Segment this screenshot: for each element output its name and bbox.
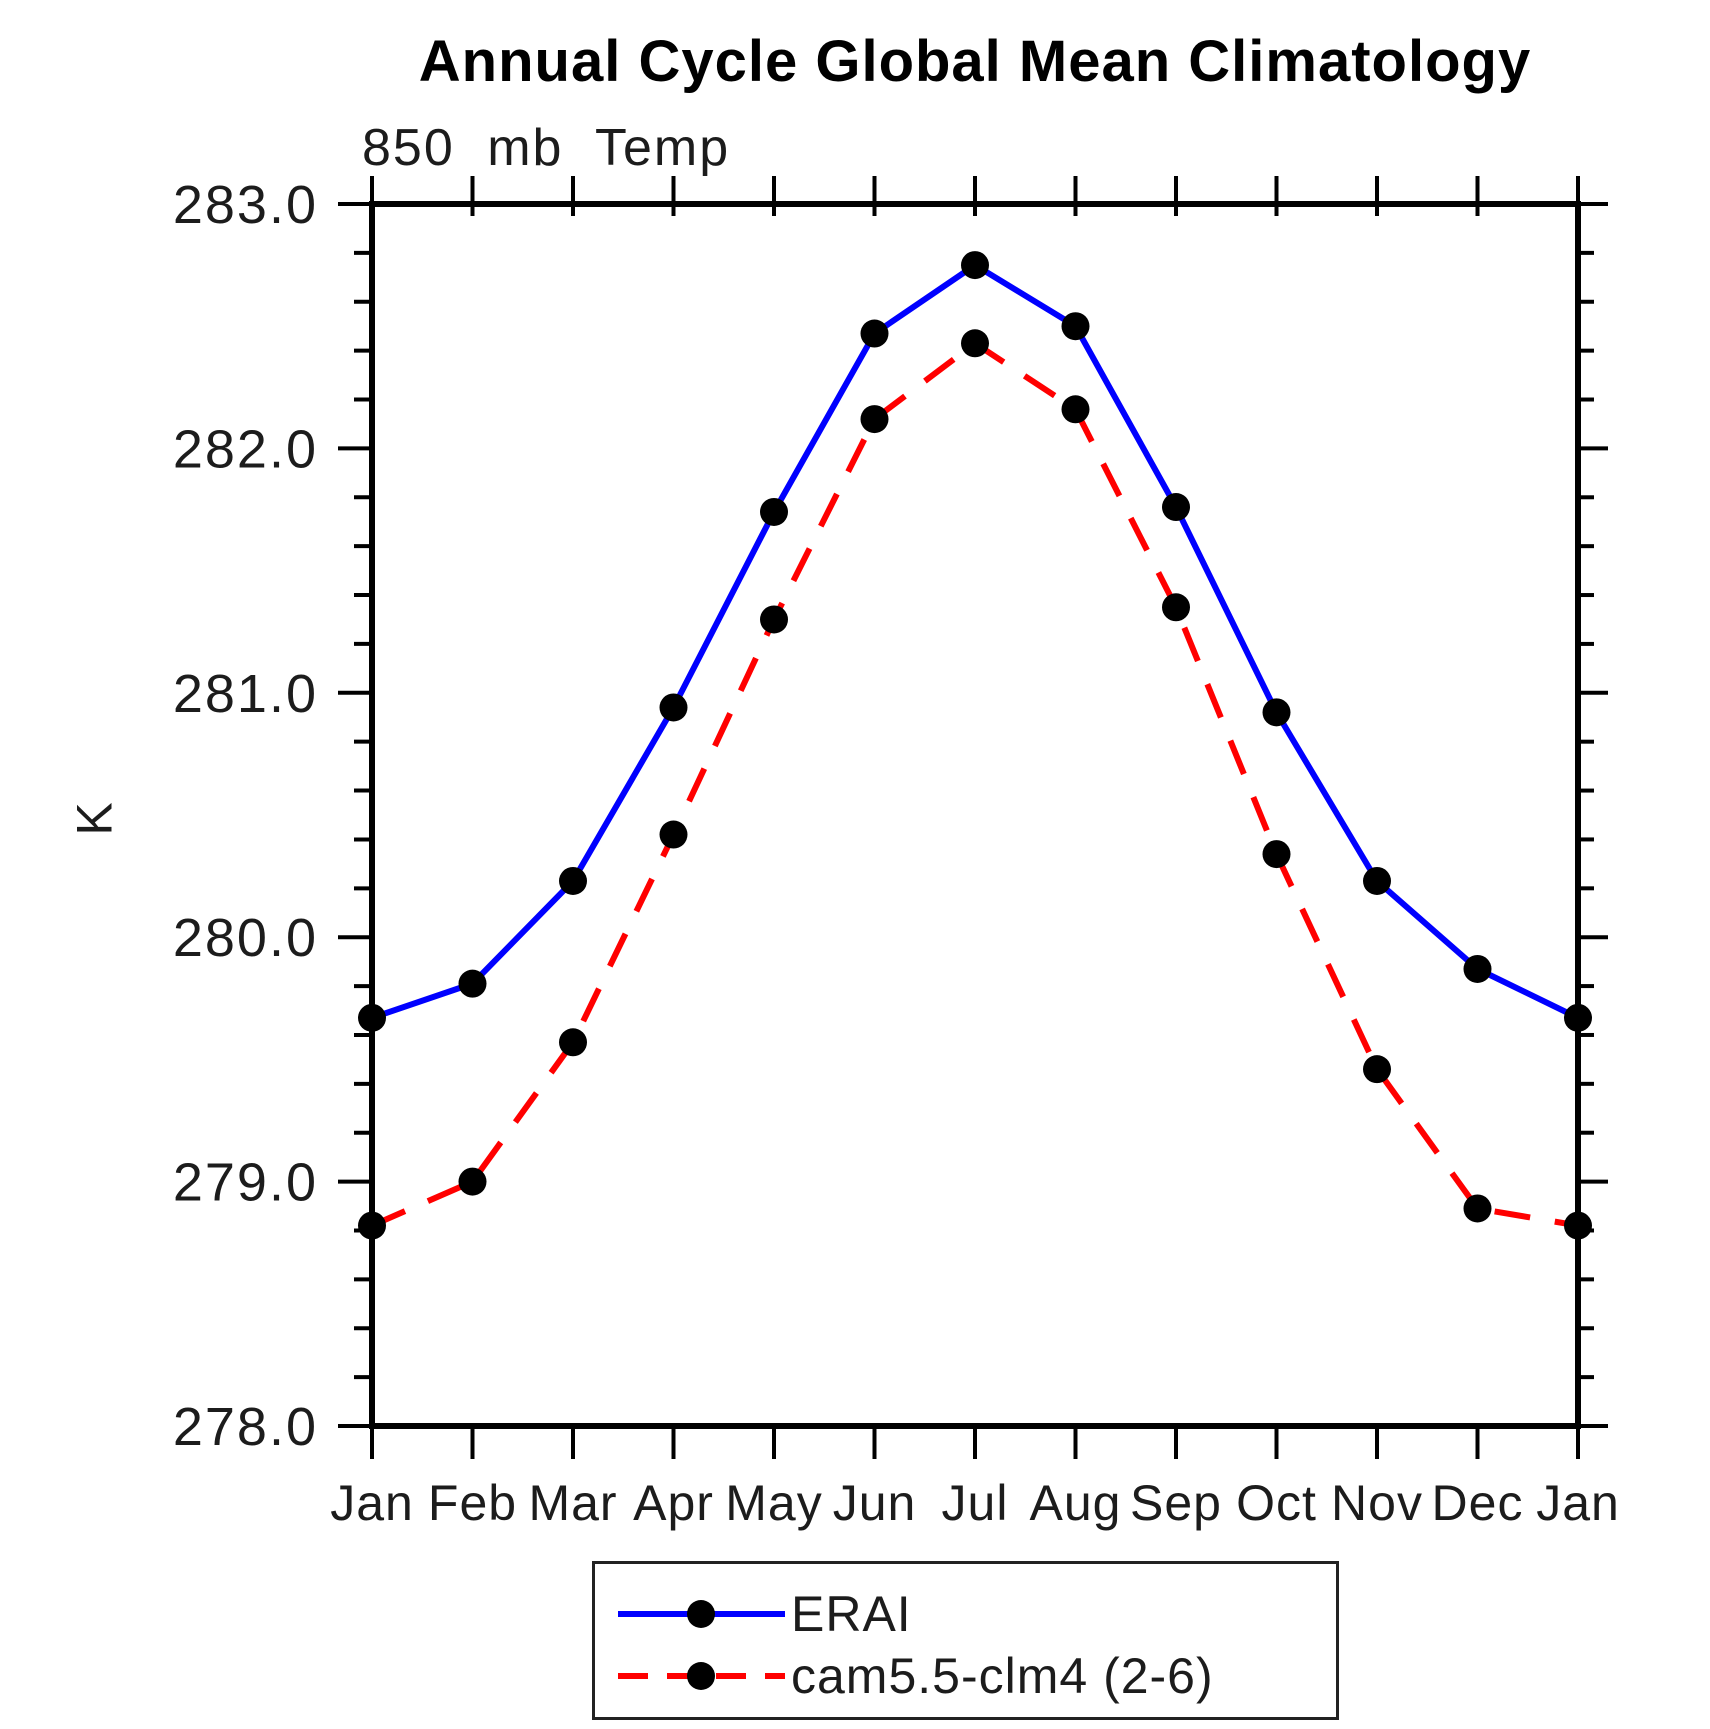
series-line-cam55	[370, 339, 1579, 1229]
data-point-marker-cam55	[358, 1211, 386, 1240]
legend-swatch-dashed-line	[618, 1662, 785, 1690]
data-point-marker-erai	[1262, 698, 1291, 727]
x-axis-month-label: Feb	[428, 1475, 517, 1531]
legend-label-erai: ERAI	[791, 1586, 912, 1642]
data-point-marker-erai	[1463, 954, 1492, 983]
x-axis-month-label: Oct	[1236, 1475, 1317, 1531]
data-point-marker-erai	[458, 969, 487, 998]
legend-entry-erai: ERAI	[595, 1586, 1336, 1642]
x-axis-month-label: Aug	[1030, 1475, 1122, 1531]
x-axis-month-label: Jun	[833, 1475, 917, 1531]
data-point-marker-cam55	[1363, 1055, 1391, 1084]
chart-subtitle: 850 mb Temp	[362, 119, 731, 177]
data-point-marker-erai	[1061, 312, 1090, 341]
data-point-marker-erai	[1363, 866, 1391, 895]
data-point-marker-cam55	[860, 405, 889, 434]
data-point-marker-erai	[860, 319, 889, 348]
data-point-marker-erai	[1564, 1003, 1592, 1032]
data-point-marker-cam55	[458, 1167, 487, 1196]
data-point-marker-erai	[659, 693, 688, 722]
y-axis-tick-label: 279.0	[173, 1153, 318, 1213]
data-point-marker-cam55	[1162, 593, 1190, 622]
legend-swatch-solid-line	[618, 1600, 785, 1628]
plot-frame	[369, 201, 1581, 1429]
x-axis-month-label: Sep	[1130, 1475, 1222, 1531]
data-point-marker-cam55	[1061, 395, 1090, 424]
x-axis-month-label: Nov	[1331, 1475, 1423, 1531]
legend: ERAI cam5.5-clm4 (2-6)	[592, 1561, 1339, 1720]
data-point-marker-erai	[760, 497, 788, 526]
x-axis-month-label: Jul	[942, 1475, 1009, 1531]
data-point-marker-cam55	[961, 329, 989, 358]
data-point-marker-erai	[961, 251, 989, 280]
data-point-marker-cam55	[1463, 1194, 1492, 1223]
legend-label-cam55: cam5.5-clm4 (2-6)	[791, 1648, 1214, 1704]
y-axis-tick-label: 283.0	[173, 175, 318, 235]
data-point-marker-cam55	[760, 605, 788, 634]
x-axis-month-label: Dec	[1432, 1475, 1524, 1531]
x-axis-month-label: Jan	[1536, 1475, 1620, 1531]
data-point-marker-cam55	[659, 820, 688, 849]
x-axis-month-label: Jan	[330, 1475, 414, 1531]
x-axis-month-label: Mar	[528, 1475, 617, 1531]
chart-title: Annual Cycle Global Mean Climatology	[418, 29, 1532, 94]
data-point-marker-cam55	[1564, 1211, 1592, 1240]
data-point-marker-erai	[1162, 493, 1190, 522]
y-axis-tick-label: 281.0	[173, 664, 318, 724]
data-point-marker-cam55	[1262, 840, 1291, 869]
data-point-marker-erai	[559, 866, 587, 895]
y-axis-tick-label: 282.0	[173, 419, 318, 479]
x-axis-month-label: May	[725, 1475, 822, 1531]
data-point-marker-cam55	[559, 1028, 587, 1057]
legend-entry-cam55: cam5.5-clm4 (2-6)	[595, 1648, 1336, 1704]
series-line-erai	[371, 261, 1580, 1021]
data-point-marker-erai	[358, 1003, 386, 1032]
x-axis-month-label: Apr	[633, 1475, 714, 1531]
y-axis-tick-label: 278.0	[173, 1397, 318, 1457]
y-axis-tick-label: 280.0	[173, 908, 318, 968]
